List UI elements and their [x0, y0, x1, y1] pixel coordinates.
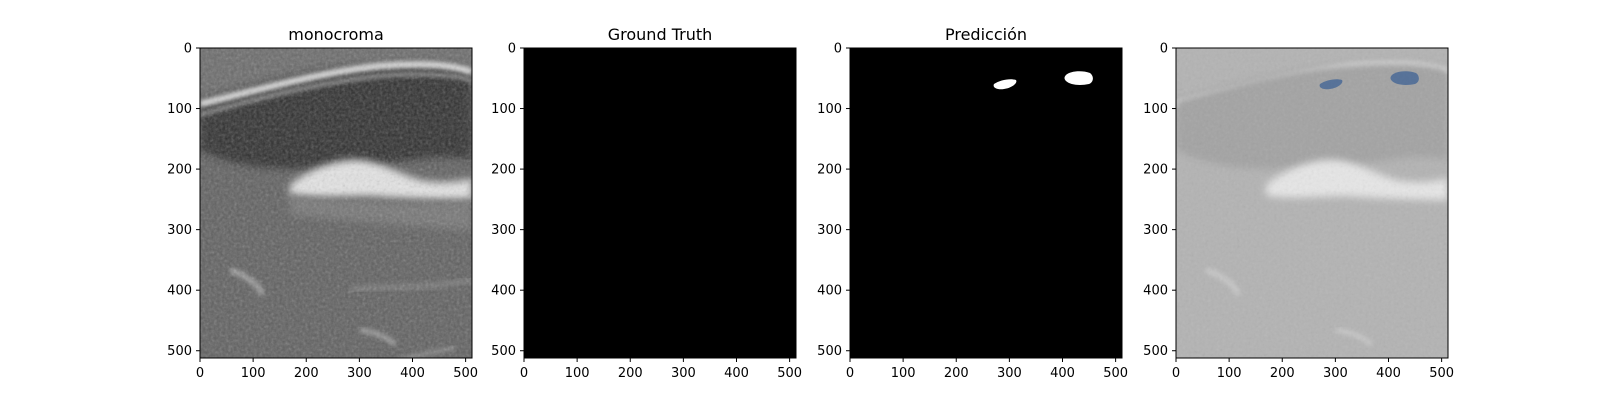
- y-tick-label: 300: [167, 223, 192, 238]
- y-tick-label: 0: [1160, 42, 1168, 57]
- overlay-region: [1390, 71, 1419, 85]
- axes-monocroma: 0 100 200 300 400 500 0 100 200 300 400 500: [167, 42, 478, 382]
- predicted-region: [993, 79, 1017, 90]
- axes-prediccion: 0 100 200 300 400 500 0 100 200 300 400 500: [817, 42, 1128, 382]
- axes-overlay: 0 100 200 300 400 500 0 100 200 300 400 500: [1143, 42, 1454, 382]
- y-tick-label: 300: [817, 223, 842, 238]
- y-tick-label: 200: [1143, 163, 1168, 178]
- overlay-image: [1176, 48, 1448, 358]
- panel-monocroma: monocroma: [199, 25, 473, 359]
- y-tick-label: 300: [1143, 223, 1168, 238]
- y-tick-label: 100: [491, 102, 516, 117]
- x-tick-label: 200: [1270, 366, 1295, 381]
- x-tick-label: 500: [777, 366, 802, 381]
- ground-truth-mask: [524, 48, 796, 358]
- overlay-region: [1319, 79, 1343, 90]
- x-tick-label: 0: [520, 366, 528, 381]
- y-tick-label: 0: [508, 42, 516, 57]
- panel-overlay: [1175, 47, 1449, 359]
- y-tick-label: 500: [167, 344, 192, 359]
- axes-ground-truth: 0 100 200 300 400 500 0 100 200 300 400 500: [491, 42, 802, 382]
- y-tick-label: 400: [817, 284, 842, 299]
- prediction-mask: [850, 48, 1122, 358]
- x-tick-label: 100: [891, 366, 916, 381]
- x-tick-label: 0: [846, 366, 854, 381]
- y-tick-label: 200: [167, 163, 192, 178]
- y-tick-label: 500: [817, 344, 842, 359]
- y-tick-label: 400: [491, 284, 516, 299]
- x-tick-label: 300: [347, 366, 372, 381]
- x-tick-label: 500: [453, 366, 478, 381]
- y-tick-label: 400: [167, 284, 192, 299]
- x-tick-label: 400: [1050, 366, 1075, 381]
- y-tick-label: 100: [167, 102, 192, 117]
- y-tick-label: 200: [491, 163, 516, 178]
- y-tick-label: 500: [1143, 344, 1168, 359]
- x-tick-label: 0: [1172, 366, 1180, 381]
- x-tick-label: 500: [1103, 366, 1128, 381]
- y-tick-label: 300: [491, 223, 516, 238]
- x-tick-label: 300: [671, 366, 696, 381]
- panel-title-ground-truth: Ground Truth: [608, 25, 713, 44]
- ultrasound-image: [200, 48, 472, 358]
- y-tick-label: 400: [1143, 284, 1168, 299]
- x-tick-label: 100: [565, 366, 590, 381]
- panel-title-prediccion: Predicción: [945, 25, 1027, 44]
- y-tick-label: 100: [1143, 102, 1168, 117]
- predicted-region: [1064, 71, 1093, 85]
- panel-prediccion: Predicción: [849, 25, 1123, 359]
- panel-ground-truth: Ground Truth: [523, 25, 797, 359]
- x-tick-label: 300: [997, 366, 1022, 381]
- x-tick-label: 400: [724, 366, 749, 381]
- x-tick-label: 0: [196, 366, 204, 381]
- x-tick-label: 400: [1376, 366, 1401, 381]
- y-tick-label: 0: [834, 42, 842, 57]
- x-tick-label: 200: [618, 366, 643, 381]
- y-tick-label: 500: [491, 344, 516, 359]
- x-tick-label: 300: [1323, 366, 1348, 381]
- panel-title-monocroma: monocroma: [288, 25, 384, 44]
- y-tick-label: 100: [817, 102, 842, 117]
- x-tick-label: 200: [944, 366, 969, 381]
- x-tick-label: 200: [294, 366, 319, 381]
- x-tick-label: 100: [1217, 366, 1242, 381]
- x-tick-label: 400: [400, 366, 425, 381]
- y-tick-label: 0: [184, 42, 192, 57]
- axes-layer: 0 100 200 300 400 500 0 100 200 300 400 500 0 100 200 3…: [167, 42, 1454, 382]
- y-tick-label: 200: [817, 163, 842, 178]
- x-tick-label: 500: [1429, 366, 1454, 381]
- x-tick-label: 100: [241, 366, 266, 381]
